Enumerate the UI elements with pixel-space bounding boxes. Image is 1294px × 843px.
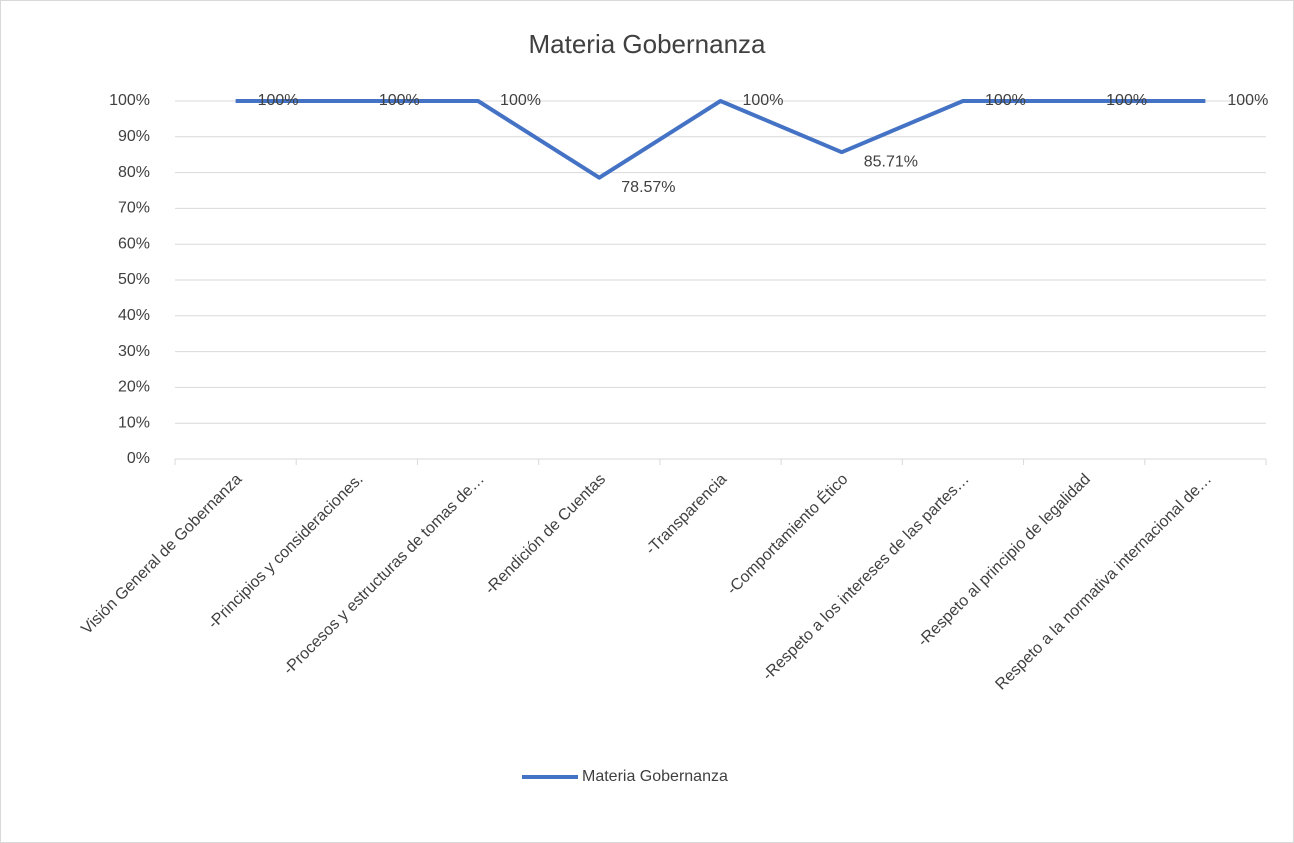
y-tick-label: 70% <box>118 200 150 217</box>
data-label: 100% <box>1227 92 1268 109</box>
y-tick-label: 100% <box>109 92 150 109</box>
data-label: 100% <box>1106 92 1147 109</box>
data-label: 100% <box>985 92 1026 109</box>
y-tick-label: 10% <box>118 414 150 431</box>
data-line <box>235 99 1206 180</box>
y-tick-label: 30% <box>118 343 150 360</box>
legend-label: Materia Gobernanza <box>582 768 728 785</box>
y-tick-label: 40% <box>118 307 150 324</box>
data-label: 100% <box>743 92 784 109</box>
data-label: 100% <box>500 92 541 109</box>
data-label: 100% <box>258 92 299 109</box>
y-tick-label: 20% <box>118 379 150 396</box>
y-tick-label: 0% <box>127 450 150 467</box>
y-tick-label: 80% <box>118 164 150 181</box>
y-tick-label: 90% <box>118 128 150 145</box>
y-tick-label: 60% <box>118 235 150 252</box>
y-tick-label: 50% <box>118 271 150 288</box>
data-label: 100% <box>379 92 420 109</box>
data-label: 78.57% <box>621 179 675 196</box>
chart-title: Materia Gobernanza <box>528 29 766 59</box>
data-label: 85.71% <box>864 153 918 170</box>
